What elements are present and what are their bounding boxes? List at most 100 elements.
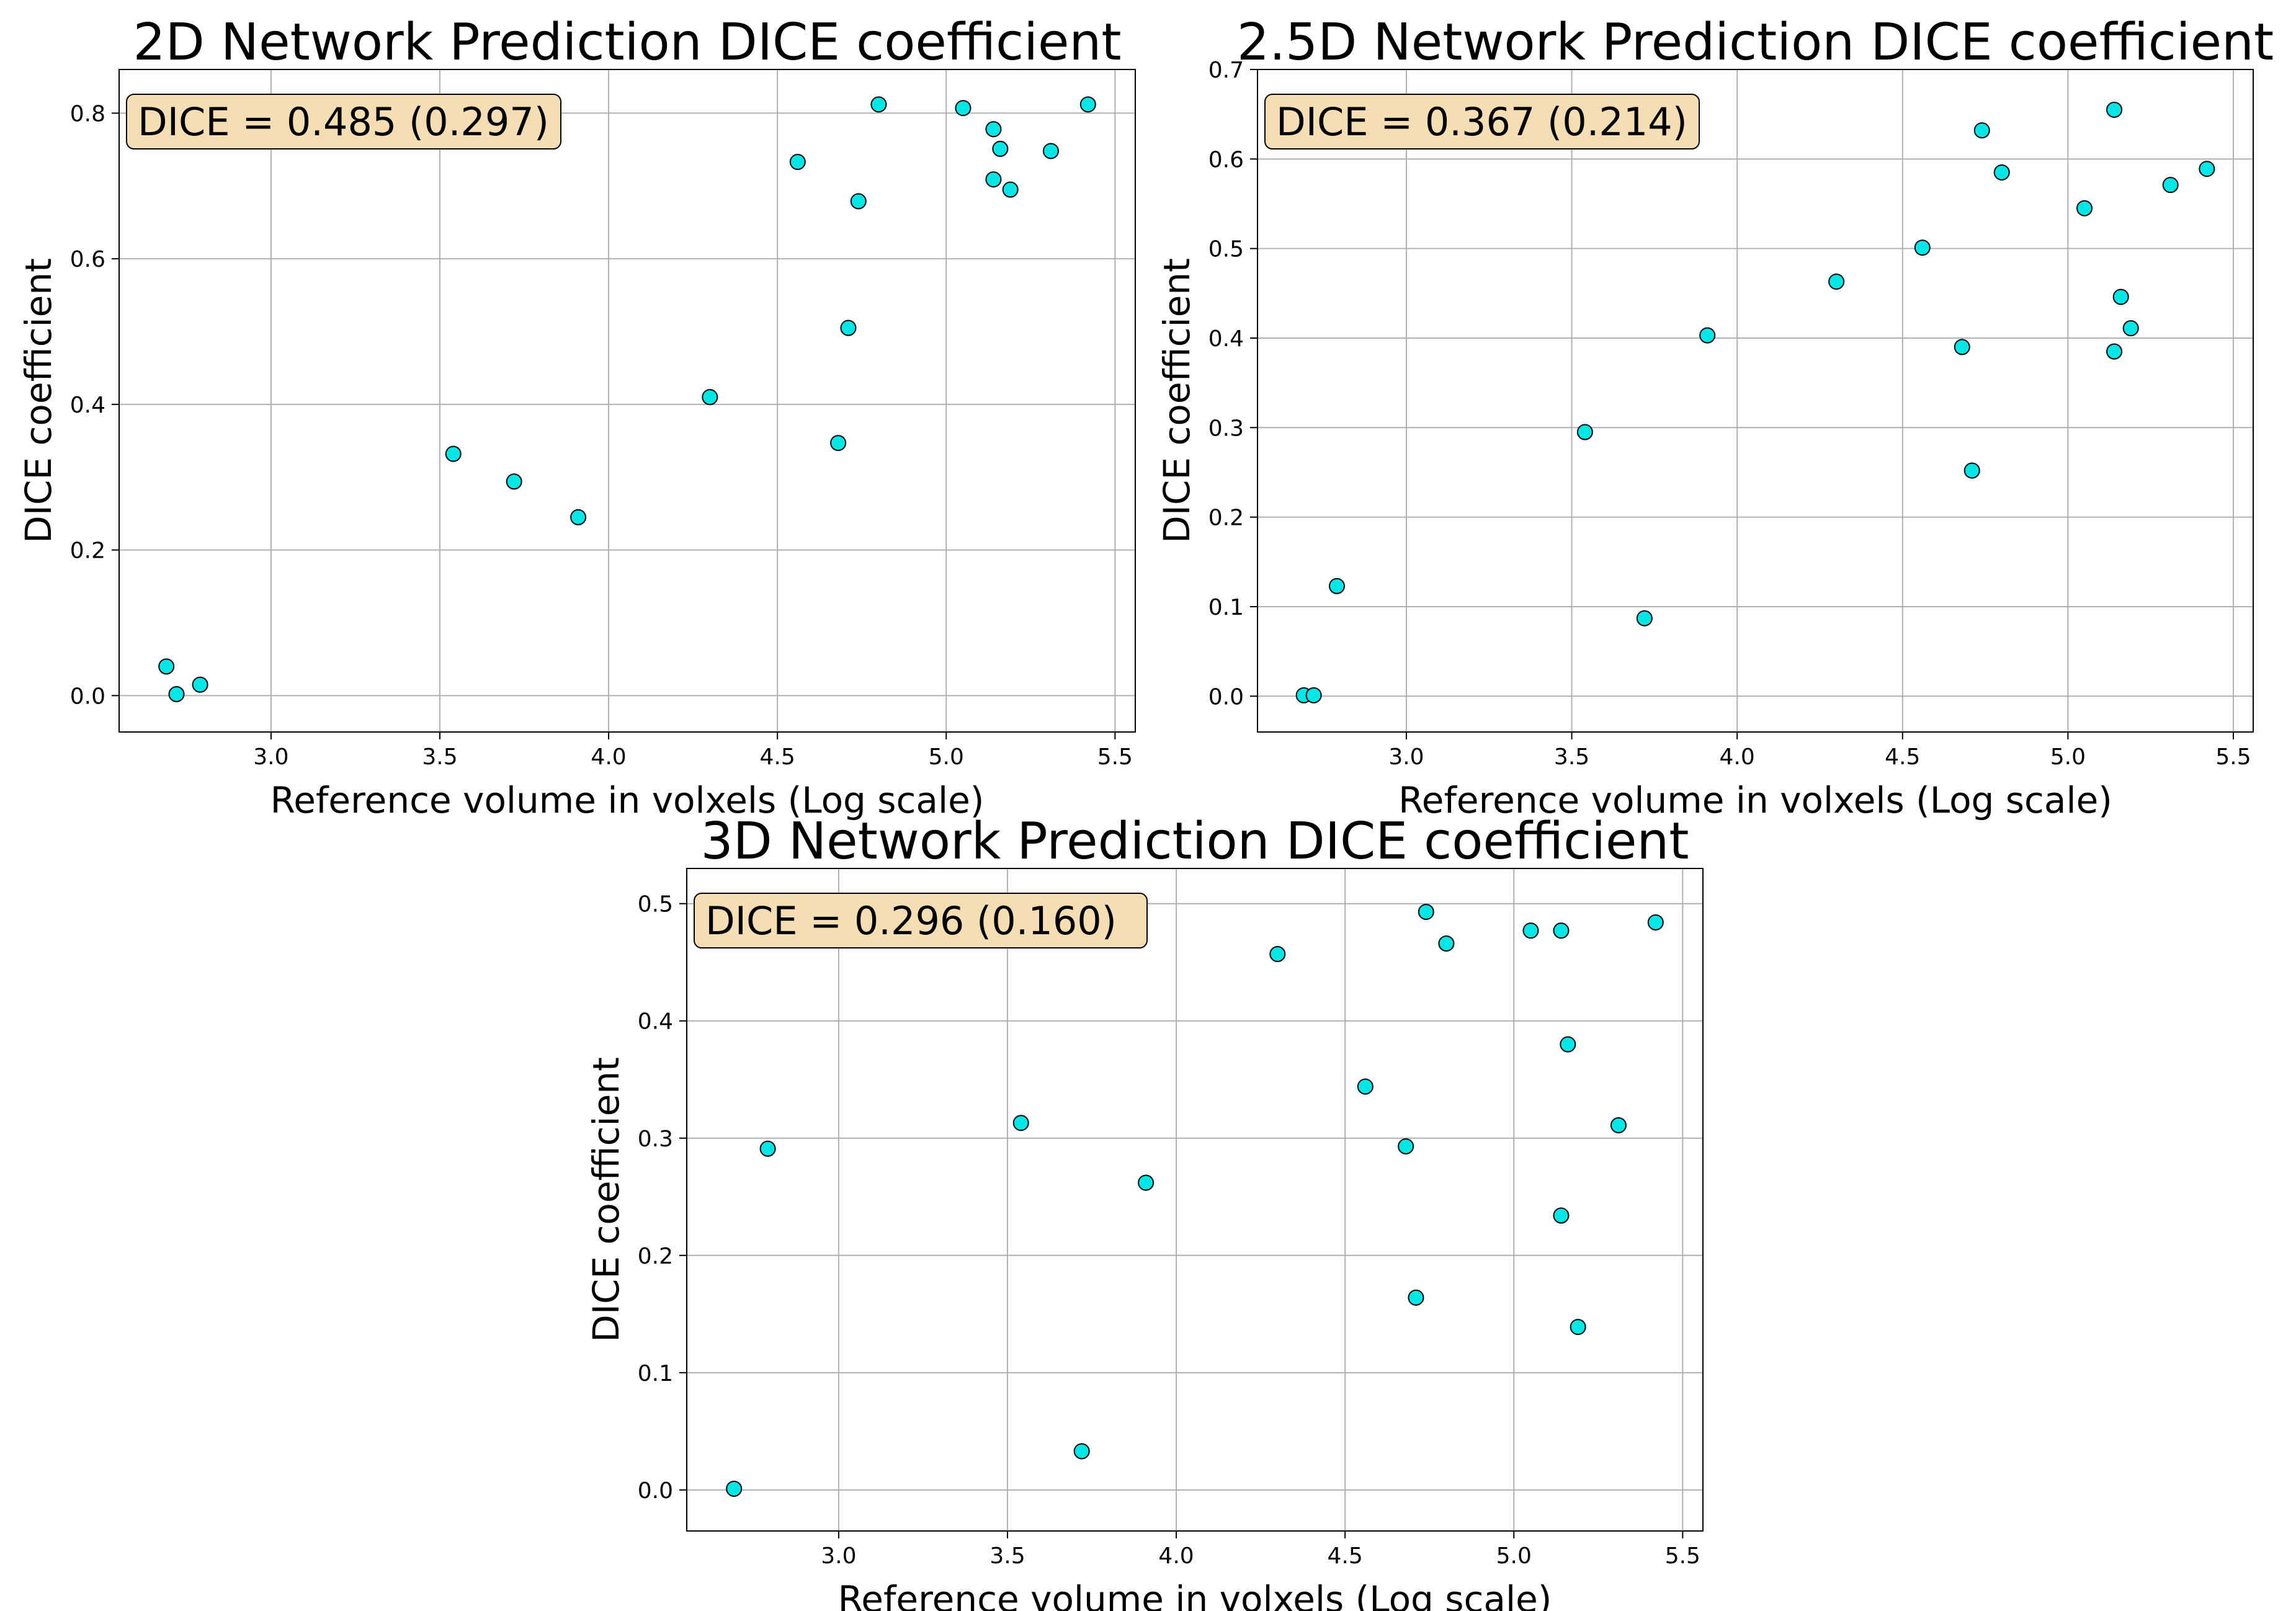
data-point — [759, 1140, 776, 1157]
data-point — [1963, 462, 1980, 479]
y-tick-label: 0.1 — [638, 1361, 673, 1386]
y-tick-label: 0.3 — [1208, 416, 1244, 441]
data-point — [1553, 922, 1570, 939]
data-point — [2112, 288, 2129, 305]
data-point — [158, 658, 175, 675]
data-point — [1576, 424, 1593, 440]
data-point — [1418, 903, 1434, 920]
chart-2-5d-dice-group: 3.0 3.5 4.0 4.5 5.0 5.5 0.0 0.1 0.2 0.3 0.4 0.5 0.6 0… — [1156, 13, 2274, 821]
data-point — [2106, 343, 2123, 360]
y-tick-label: 0.2 — [1208, 506, 1244, 531]
chart-title: 2.5D Network Prediction DICE coefficient — [1237, 13, 2274, 72]
data-point — [1398, 1138, 1414, 1154]
x-tick-label: 4.5 — [1885, 744, 1920, 770]
data-point — [870, 96, 887, 113]
data-point — [1553, 1207, 1570, 1224]
data-point — [955, 100, 972, 117]
y-tick-label: 0.3 — [638, 1127, 673, 1152]
x-tick-label: 3.5 — [989, 1543, 1025, 1569]
chart-3d-dice-group: 3.0 3.5 4.0 4.5 5.0 5.5 0.0 0.1 0.2 0.3 0.4 0.5 DICE… — [585, 812, 1704, 1611]
y-tick-label: 0.5 — [1208, 237, 1244, 262]
data-point — [2162, 177, 2179, 194]
data-point — [985, 171, 1002, 188]
data-point — [1012, 1115, 1029, 1131]
x-tick-label: 4.5 — [760, 744, 795, 770]
chart-2d-dice-group: 3.0 3.5 4.0 4.5 5.0 5.5 0.0 0.2 0.4 0.6 0.8 DICE = … — [17, 13, 1136, 821]
x-tick-label: 5.5 — [1665, 1543, 1700, 1569]
data-point — [726, 1480, 743, 1497]
dice-annotation-box — [126, 94, 561, 149]
dice-annotation: DICE = 0.485 (0.297) — [138, 99, 549, 145]
data-point — [1914, 239, 1931, 256]
y-axis-label: DICE coefficient — [585, 1057, 627, 1342]
data-point — [1699, 327, 1716, 344]
dice-annotation-box — [694, 893, 1148, 948]
plot-frame — [686, 868, 1704, 1532]
x-tick-label: 5.5 — [1097, 744, 1133, 770]
data-point — [2199, 161, 2215, 177]
y-axis-label: DICE coefficient — [1156, 258, 1198, 543]
y-tick-label: 0.4 — [638, 1009, 673, 1035]
data-point — [1560, 1036, 1576, 1053]
x-tick-label: 4.0 — [591, 744, 626, 770]
x-tick-label: 5.5 — [2215, 744, 2251, 770]
data-point — [1647, 914, 1664, 930]
x-tick-label: 3.5 — [1554, 744, 1589, 770]
data-point — [192, 676, 208, 693]
x-tick-label: 3.0 — [1388, 744, 1424, 770]
data-point — [850, 193, 867, 210]
data-point — [789, 154, 806, 171]
data-point — [1636, 610, 1653, 627]
plot-frame — [118, 69, 1136, 733]
data-point — [1973, 122, 1990, 139]
data-point — [1305, 687, 1322, 703]
y-tick-label: 0.2 — [638, 1244, 673, 1269]
x-tick-label: 4.0 — [1720, 744, 1755, 770]
data-point — [1357, 1078, 1374, 1095]
dice-annotation: DICE = 0.367 (0.214) — [1276, 99, 1687, 145]
y-tick-label: 0.5 — [638, 892, 673, 917]
data-point — [1138, 1174, 1155, 1191]
y-tick-label: 0.4 — [70, 393, 105, 418]
x-tick-label: 5.0 — [2050, 744, 2086, 770]
y-tick-label: 0.1 — [1208, 595, 1244, 620]
x-tick-label: 3.0 — [821, 1543, 856, 1569]
data-point — [840, 319, 857, 336]
data-point — [702, 389, 718, 406]
chart-title: 2D Network Prediction DICE coefficient — [133, 13, 1121, 72]
plot-area — [119, 69, 1135, 732]
plot-area — [687, 868, 1703, 1531]
y-tick-label: 0.0 — [70, 684, 105, 709]
x-tick-label: 3.0 — [253, 744, 288, 770]
x-axis-label: Reference volume in volxels (Log scale) — [1398, 779, 2112, 821]
data-point — [506, 473, 522, 490]
data-point — [1328, 578, 1345, 594]
x-tick-label: 3.5 — [422, 744, 457, 770]
data-point — [1438, 935, 1455, 952]
data-point — [1993, 164, 2010, 181]
data-point — [1002, 181, 1019, 198]
y-tick-label: 0.6 — [70, 247, 105, 272]
chart-title: 3D Network Prediction DICE coefficient — [700, 812, 1689, 871]
data-point — [985, 121, 1002, 138]
data-point — [992, 140, 1009, 157]
data-point — [2076, 200, 2093, 216]
data-point — [168, 685, 185, 702]
x-tick-label: 5.0 — [1496, 1543, 1532, 1569]
data-point — [1954, 339, 1970, 355]
dice-annotation: DICE = 0.296 (0.160) — [705, 898, 1117, 944]
y-tick-label: 0.8 — [70, 101, 105, 127]
data-point — [570, 509, 587, 525]
data-point — [1828, 274, 1845, 290]
x-tick-label: 4.5 — [1328, 1543, 1363, 1569]
data-point — [1610, 1117, 1627, 1133]
data-point — [830, 435, 847, 452]
data-point — [1522, 922, 1539, 939]
data-point — [2106, 101, 2123, 118]
data-point — [445, 445, 462, 462]
dice-annotation-box — [1264, 94, 1700, 149]
y-axis-label: DICE coefficient — [17, 258, 60, 543]
x-tick-label: 5.0 — [929, 744, 964, 770]
plot-frame — [1257, 69, 2254, 733]
